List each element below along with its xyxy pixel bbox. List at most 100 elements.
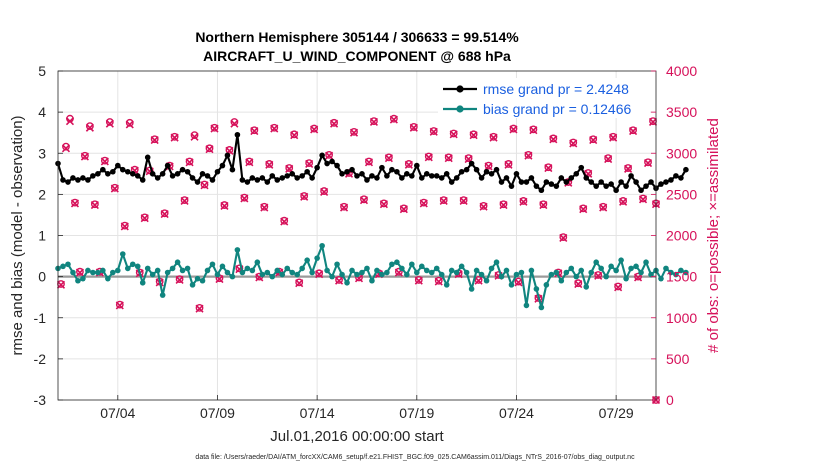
bias-point (468, 286, 475, 292)
obs-possible-marker (449, 129, 458, 138)
obs-assimilated-marker (90, 201, 99, 210)
obs-assimilated-marker (424, 153, 433, 162)
bias-point (673, 271, 679, 278)
rmse-point (523, 179, 530, 185)
obs-assimilated-marker (195, 304, 204, 313)
bias-point (428, 269, 435, 276)
bias-point (483, 277, 490, 284)
bias-point (209, 261, 216, 268)
obs-assimilated-marker (56, 280, 66, 289)
bias-point (269, 273, 276, 280)
rmse-point (289, 171, 296, 177)
rmse-point (90, 173, 96, 179)
rmse-point (578, 164, 585, 171)
rmse-point (309, 175, 315, 181)
rmse-point (154, 175, 161, 181)
rmse-point (683, 166, 689, 173)
bias-point (374, 267, 380, 274)
bias-point (224, 269, 231, 276)
obs-assimilated-marker (270, 124, 279, 133)
bias-point (239, 269, 246, 276)
rmse-point (418, 175, 425, 181)
bias-point (279, 271, 286, 278)
bias-point (623, 275, 629, 282)
obs-assimilated-marker (85, 123, 94, 132)
obs-possible-marker (140, 213, 149, 222)
rmse-point (414, 162, 420, 169)
obs-assimilated-marker (339, 203, 349, 212)
rmse-point (254, 177, 261, 183)
obs-possible-marker (310, 124, 319, 133)
bias-point (538, 304, 545, 311)
y-axis-right-label: # of obs: o=possible; ×=assimilated (705, 118, 722, 353)
bias-point (588, 269, 595, 276)
obs-possible-marker (444, 153, 453, 162)
obs-possible-marker (295, 278, 304, 287)
rmse-point (563, 179, 570, 185)
obs-assimilated-marker (170, 133, 179, 142)
bias-point (573, 273, 580, 280)
obs-possible-marker (639, 194, 647, 203)
rmse-point (234, 131, 241, 138)
bias-point (478, 271, 485, 278)
rmse-point (409, 173, 415, 179)
bias-point (638, 269, 644, 276)
bias-point (518, 269, 525, 276)
obs-assimilated-marker (100, 157, 109, 166)
obs-possible-marker (384, 153, 393, 162)
bias-point (543, 282, 550, 288)
obs-possible-marker (365, 157, 373, 166)
rmse-point (249, 175, 256, 181)
obs-possible-marker (315, 269, 324, 278)
obs-assimilated-marker (594, 271, 603, 280)
rmse-point (533, 183, 540, 189)
rmse-point (174, 171, 181, 177)
bias-point (154, 267, 161, 274)
bias-point (394, 259, 400, 266)
rmse-point (194, 179, 201, 185)
y-left-tick-label: -1 (34, 310, 47, 326)
obs-possible-marker (160, 209, 169, 218)
rmse-point (404, 171, 410, 177)
obs-possible-marker (434, 276, 443, 285)
rmse-point (244, 179, 251, 185)
obs-possible-marker (579, 204, 588, 213)
legend-box (438, 78, 650, 118)
obs-assimilated-marker (389, 115, 398, 124)
rmse-point (134, 173, 141, 179)
rmse-point (508, 183, 515, 189)
obs-assimilated-marker (648, 117, 658, 127)
bias-point (214, 271, 221, 278)
obs-possible-marker (115, 300, 124, 309)
rmse-point (663, 179, 669, 185)
bias-point (598, 265, 604, 272)
obs-possible-marker (399, 204, 408, 213)
rmse-point (463, 166, 470, 173)
rmse-point (264, 179, 271, 185)
bias-point (399, 265, 405, 272)
rmse-point (623, 183, 629, 189)
obs-assimilated-marker (200, 181, 209, 190)
rmse-point (633, 179, 639, 185)
rmse-point (274, 177, 281, 183)
obs-possible-marker (559, 233, 568, 242)
bias-point (418, 263, 425, 270)
rmse-point (658, 181, 664, 187)
bias-point (105, 275, 111, 282)
bias-point (304, 257, 310, 263)
rmse-point (678, 175, 684, 181)
rmse-point (359, 171, 365, 177)
obs-possible-marker (389, 114, 398, 123)
obs-possible-marker (190, 131, 199, 140)
rmse-point (65, 179, 71, 185)
bias-point (608, 263, 614, 270)
obs-assimilated-marker (599, 203, 608, 212)
y-right-tick-label: 500 (666, 351, 690, 367)
bias-point (234, 247, 241, 253)
obs-possible-marker (484, 161, 493, 170)
bias-point (119, 251, 126, 257)
rmse-point (488, 171, 495, 177)
obs-possible-marker (105, 118, 114, 126)
bias-point (423, 267, 430, 274)
rmse-point (603, 183, 609, 189)
